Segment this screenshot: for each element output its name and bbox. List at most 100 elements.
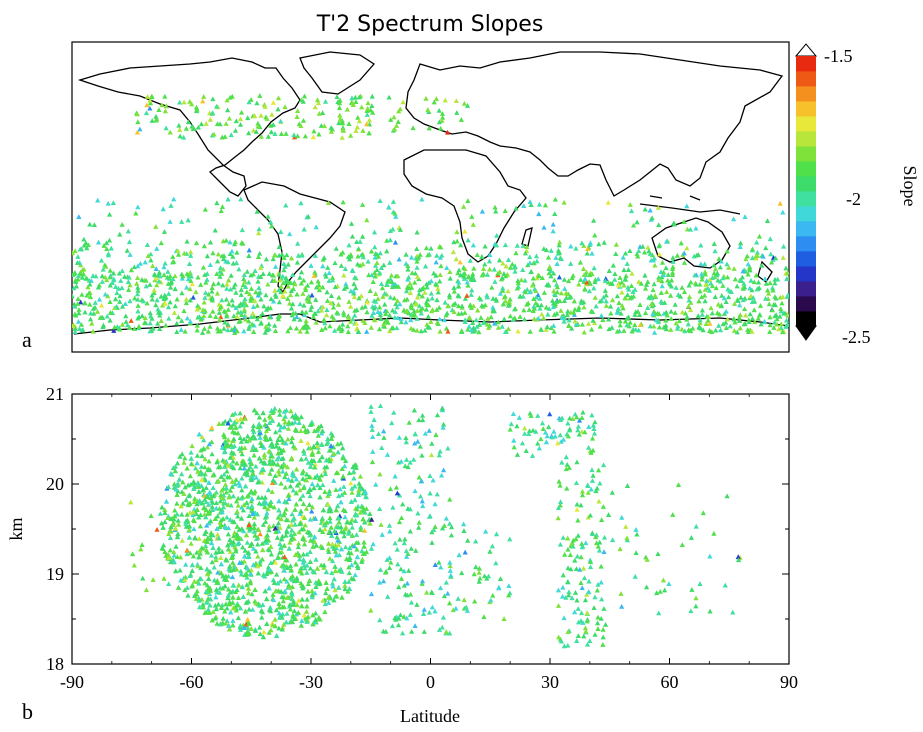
map-point: [111, 324, 118, 330]
map-point: [419, 196, 425, 202]
profile-point: [314, 440, 320, 446]
map-point: [163, 322, 169, 328]
profile-point: [576, 417, 583, 423]
map-point: [226, 277, 232, 283]
map-point: [487, 266, 493, 272]
profile-point: [225, 502, 231, 507]
colorbar-tick-mid: -2: [846, 189, 861, 209]
profile-point: [208, 518, 214, 524]
map-point: [270, 122, 276, 127]
map-point: [414, 246, 420, 252]
map-point: [543, 304, 549, 310]
profile-point: [483, 528, 489, 534]
profile-point: [184, 585, 190, 590]
map-point: [407, 290, 414, 296]
map-point: [424, 302, 430, 307]
map-point: [465, 282, 471, 288]
profile-point: [190, 512, 196, 518]
map-point: [339, 326, 345, 332]
profile-point: [239, 451, 245, 457]
profile-point: [237, 465, 243, 471]
map-point: [372, 244, 378, 250]
map-point: [497, 290, 504, 296]
profile-point: [432, 524, 438, 529]
colorbar-band: [796, 206, 816, 222]
map-point: [322, 325, 328, 331]
profile-point: [662, 587, 668, 593]
profile-point: [267, 604, 273, 610]
map-point: [750, 295, 756, 300]
profile-point: [239, 504, 245, 510]
map-point: [258, 274, 264, 280]
map-point: [731, 328, 737, 333]
profile-point: [218, 570, 224, 576]
profile-point: [335, 503, 341, 509]
map-point: [337, 112, 343, 118]
profile-point: [213, 586, 220, 592]
map-point: [435, 321, 441, 327]
map-point: [210, 281, 217, 287]
colorbar-band: [796, 176, 816, 192]
profile-point: [481, 614, 487, 620]
map-point: [528, 269, 534, 274]
profile-point: [262, 504, 268, 510]
map-point: [223, 121, 229, 126]
profile-point: [386, 522, 393, 528]
map-point: [238, 109, 245, 115]
map-point: [744, 253, 750, 259]
map-point: [462, 270, 468, 276]
profile-point: [564, 485, 570, 491]
profile-point: [261, 454, 267, 460]
profile-point: [290, 517, 296, 523]
map-point: [132, 295, 138, 301]
map-point: [420, 285, 426, 290]
map-point: [763, 280, 769, 286]
map-point: [320, 284, 326, 290]
profile-point: [307, 445, 314, 451]
map-point: [555, 247, 562, 253]
profile-point: [353, 532, 360, 537]
profile-point: [493, 560, 499, 566]
profile-point: [392, 615, 398, 620]
map-point: [651, 281, 657, 287]
map-point: [95, 284, 102, 290]
profile-point: [222, 448, 228, 454]
map-point: [174, 296, 180, 302]
map-point: [758, 321, 764, 327]
profile-point: [225, 462, 231, 468]
profile-point: [578, 580, 584, 585]
profile-point: [235, 615, 241, 621]
profile-point: [396, 434, 402, 440]
map-point: [757, 303, 764, 308]
map-point: [285, 328, 291, 334]
profile-point: [693, 603, 699, 609]
map-point: [528, 202, 534, 207]
profile-point: [238, 568, 244, 574]
map-point: [209, 288, 215, 294]
profile-point: [172, 463, 179, 469]
map-point: [104, 246, 110, 252]
map-point: [365, 258, 371, 264]
map-point: [741, 280, 747, 286]
map-point: [321, 255, 327, 260]
map-point: [572, 318, 578, 324]
map-point: [476, 295, 483, 301]
profile-point: [234, 417, 240, 423]
map-point: [377, 198, 383, 204]
map-point: [264, 327, 271, 333]
map-point: [428, 319, 434, 324]
map-point: [529, 282, 536, 288]
profile-point: [722, 582, 728, 588]
colorbar-top-arrow: [794, 43, 818, 57]
profile-point: [161, 575, 167, 581]
profile-point: [488, 597, 494, 603]
profile-point: [304, 471, 310, 477]
profile-point: [369, 459, 376, 465]
profile-point: [312, 539, 318, 545]
profile-point: [368, 591, 375, 597]
profile-point: [210, 493, 217, 499]
map-point: [381, 262, 387, 268]
map-point: [551, 288, 557, 294]
map-point: [686, 294, 693, 300]
profile-point: [340, 445, 346, 451]
